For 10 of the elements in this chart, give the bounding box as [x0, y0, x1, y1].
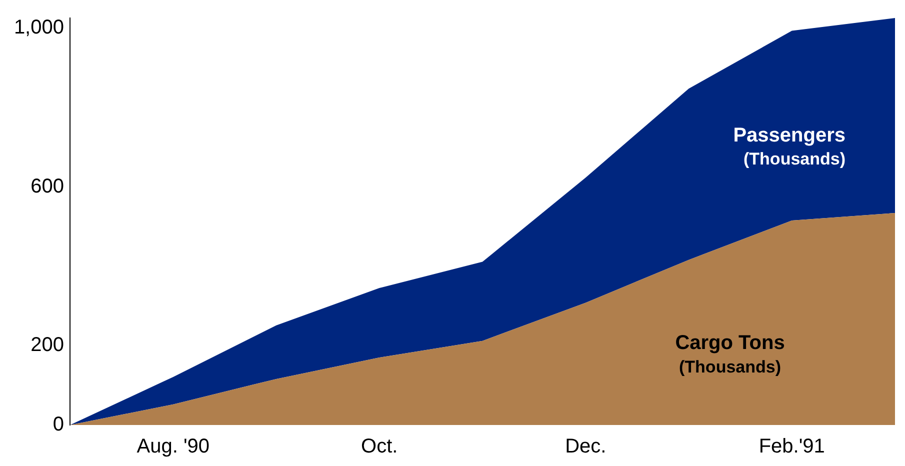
y-tick-label: 0	[52, 414, 64, 436]
y-tick-label: 1,000	[14, 16, 64, 38]
x-tick-label: Aug. '90	[136, 436, 210, 458]
y-tick-label: 600	[30, 175, 64, 198]
x-tick-label: Feb.'91	[758, 436, 825, 458]
x-tick-label: Oct.	[361, 436, 398, 458]
series-label: Cargo Tons (Thousands)	[675, 332, 785, 376]
y-tick-label: 200	[30, 334, 64, 356]
x-tick-label: Dec.	[565, 436, 606, 458]
series-label: Passengers (Thousands)	[733, 124, 846, 169]
